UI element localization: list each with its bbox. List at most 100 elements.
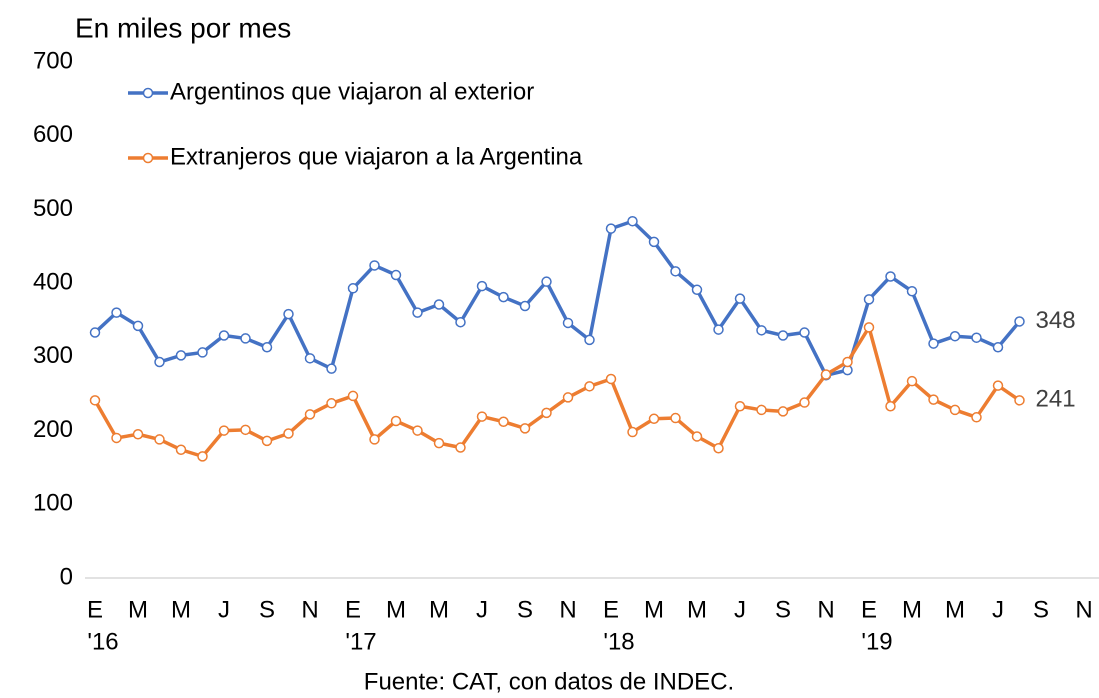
x-tick-label: E	[861, 596, 877, 623]
x-tick-label: M	[429, 596, 449, 623]
point	[476, 280, 488, 292]
x-tick-label: J	[992, 596, 1004, 623]
point	[89, 395, 101, 406]
y-tick-label: 500	[33, 195, 73, 222]
point	[89, 327, 101, 338]
point	[261, 435, 273, 447]
point	[777, 330, 789, 341]
point	[799, 397, 810, 408]
point	[390, 269, 402, 281]
point	[541, 276, 552, 287]
point	[584, 334, 595, 346]
point	[283, 428, 294, 439]
x-tick-label: S	[517, 596, 533, 623]
data-label: 241	[1036, 386, 1076, 413]
y-tick-label: 600	[33, 121, 73, 148]
point	[498, 416, 509, 427]
x-tick-label: M	[644, 596, 664, 623]
point	[734, 400, 746, 412]
point	[326, 398, 337, 409]
point	[132, 320, 144, 332]
point	[992, 342, 1004, 353]
point	[691, 284, 703, 296]
point	[218, 330, 230, 341]
x-tick-label: E	[603, 596, 619, 623]
point	[1014, 316, 1025, 327]
point	[928, 338, 939, 349]
point	[304, 353, 316, 364]
point	[154, 434, 165, 445]
y-tick-label: 0	[60, 563, 73, 590]
point	[928, 394, 939, 405]
point	[519, 423, 531, 434]
x-year-label: '16	[87, 628, 118, 655]
x-tick-label: N	[559, 596, 576, 623]
point	[627, 426, 638, 438]
point	[756, 404, 767, 416]
point	[670, 266, 681, 277]
series-line	[93, 325, 1021, 459]
point	[476, 411, 488, 422]
point	[885, 400, 896, 412]
x-tick-label: M	[128, 596, 148, 623]
x-year-label: '19	[861, 628, 892, 655]
y-tick-label: 100	[33, 490, 73, 517]
x-tick-label: M	[687, 596, 707, 623]
point	[197, 451, 208, 462]
point	[347, 283, 359, 294]
point	[863, 294, 875, 305]
point	[132, 429, 144, 440]
point	[992, 380, 1004, 391]
x-tick-label: J	[734, 596, 746, 623]
point	[691, 431, 703, 442]
x-year-label: '17	[345, 628, 376, 655]
point	[605, 223, 617, 234]
point	[304, 409, 316, 420]
point	[519, 300, 531, 312]
y-tick-label: 300	[33, 342, 73, 369]
x-year-label: '18	[603, 628, 634, 655]
point	[175, 350, 187, 361]
point	[713, 443, 724, 454]
point	[584, 381, 595, 392]
point	[648, 236, 660, 248]
point	[175, 444, 187, 455]
point	[369, 260, 380, 271]
x-tick-label: M	[945, 596, 965, 623]
y-tick-label: 400	[33, 268, 73, 295]
legend-marker	[142, 152, 154, 164]
point	[390, 415, 402, 427]
point	[734, 293, 746, 304]
x-tick-label: S	[259, 596, 275, 623]
legend-marker	[142, 87, 154, 99]
x-tick-label: M	[386, 596, 406, 623]
x-tick-label: S	[775, 596, 791, 623]
point	[326, 363, 337, 374]
point	[240, 333, 251, 344]
chart-title: En miles por mes	[75, 12, 291, 43]
point	[455, 442, 466, 453]
point	[412, 425, 423, 436]
point	[154, 356, 165, 368]
point	[455, 316, 466, 328]
point	[756, 325, 767, 336]
point	[1014, 395, 1025, 406]
point	[261, 342, 273, 353]
data-label: 348	[1036, 307, 1076, 334]
point	[562, 392, 574, 403]
point	[820, 369, 832, 380]
point	[648, 413, 660, 425]
point	[885, 271, 896, 282]
x-tick-label: J	[218, 596, 230, 623]
point	[627, 215, 638, 227]
legend-label: Extranjeros que viajaron a la Argentina	[170, 143, 583, 170]
point	[949, 404, 961, 416]
point	[949, 330, 961, 342]
x-tick-label: M	[902, 596, 922, 623]
point	[347, 390, 359, 402]
x-tick-label: M	[171, 596, 191, 623]
point	[906, 375, 918, 387]
point	[433, 437, 445, 449]
x-tick-label: N	[301, 596, 318, 623]
